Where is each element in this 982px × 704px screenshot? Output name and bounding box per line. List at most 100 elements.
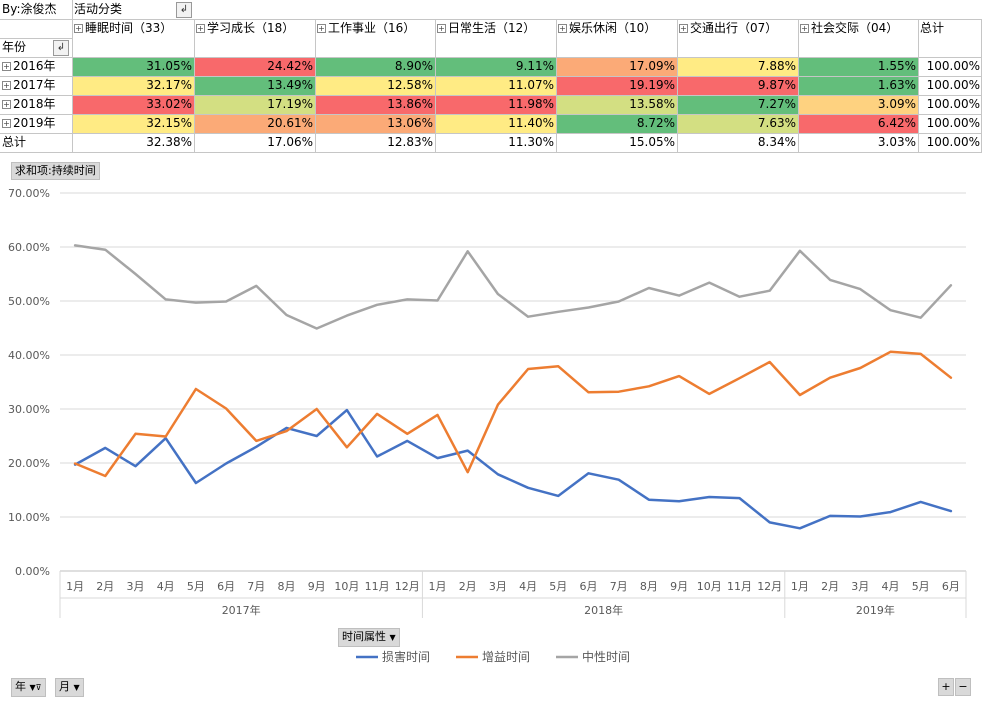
data-cell[interactable]: 11.07% xyxy=(435,76,556,95)
expand-icon[interactable]: + xyxy=(2,100,11,109)
row-header[interactable]: +2019年 xyxy=(0,114,72,133)
expand-icon[interactable]: + xyxy=(74,24,83,33)
row-header[interactable]: +2018年 xyxy=(0,95,72,114)
data-cell[interactable]: 11.40% xyxy=(435,114,556,133)
data-cell[interactable]: 6.42% xyxy=(798,114,918,133)
row-header-label: 2019年 xyxy=(13,116,56,130)
plus-icon: + xyxy=(941,680,950,693)
minus-icon: − xyxy=(958,680,967,693)
row-header[interactable]: +2016年 xyxy=(0,57,72,76)
year-field-button[interactable]: 年 ▼⊽ xyxy=(11,678,46,697)
data-cell[interactable]: 13.58% xyxy=(556,95,677,114)
column-header[interactable]: + 娱乐休闲（10） xyxy=(556,19,677,57)
data-cell[interactable]: 11.98% xyxy=(435,95,556,114)
data-cell[interactable]: 1.63% xyxy=(798,76,918,95)
grid-line xyxy=(72,19,73,152)
row-total-cell[interactable]: 100.00% xyxy=(918,76,982,95)
column-header-label: 社会交际（04） xyxy=(811,21,898,35)
column-header-label: 工作事业（16） xyxy=(328,21,415,35)
x-tick-label: 7月 xyxy=(247,580,265,593)
x-tick-label: 12月 xyxy=(757,580,782,593)
x-tick-label: 12月 xyxy=(395,580,420,593)
data-cell[interactable]: 32.15% xyxy=(72,114,194,133)
grid-line xyxy=(556,19,557,152)
row-field-filter-button[interactable]: ↲ xyxy=(53,40,69,56)
data-cell[interactable]: 7.27% xyxy=(677,95,798,114)
row-header[interactable]: +2017年 xyxy=(0,76,72,95)
data-cell[interactable]: 24.42% xyxy=(194,57,315,76)
series-line xyxy=(75,410,951,528)
x-group-label: 2019年 xyxy=(856,603,895,617)
row-total-cell[interactable]: 100.00% xyxy=(918,95,982,114)
data-cell[interactable]: 33.02% xyxy=(72,95,194,114)
y-tick-label: 40.00% xyxy=(8,349,50,362)
x-tick-label: 3月 xyxy=(851,580,869,593)
y-tick-label: 60.00% xyxy=(8,241,50,254)
data-cell[interactable]: 19.19% xyxy=(556,76,677,95)
grand-total-cell[interactable]: 100.00% xyxy=(918,133,982,152)
y-tick-label: 30.00% xyxy=(8,403,50,416)
expand-icon[interactable]: + xyxy=(558,24,567,33)
x-tick-label: 7月 xyxy=(610,580,628,593)
column-header[interactable]: + 睡眠时间（33） xyxy=(72,19,194,57)
x-tick-label: 11月 xyxy=(727,580,752,593)
x-tick-label: 8月 xyxy=(640,580,658,593)
expand-icon[interactable]: + xyxy=(2,81,11,90)
data-cell[interactable]: 7.63% xyxy=(677,114,798,133)
expand-icon[interactable]: + xyxy=(317,24,326,33)
grand-total-cell[interactable]: 17.06% xyxy=(194,133,315,152)
pivot-chart[interactable]: 求和项:持续时间 0.00% 10.00% 20.00% 30.00% 40.00% 50… xyxy=(0,156,982,704)
data-cell[interactable]: 9.11% xyxy=(435,57,556,76)
grid-line xyxy=(0,57,982,58)
grand-total-cell[interactable]: 32.38% xyxy=(72,133,194,152)
data-cell[interactable]: 13.86% xyxy=(315,95,435,114)
data-cell[interactable]: 17.19% xyxy=(194,95,315,114)
data-cell[interactable]: 3.09% xyxy=(798,95,918,114)
expand-field-button[interactable]: + xyxy=(938,678,954,696)
column-field-filter-button[interactable]: ↲ xyxy=(176,2,192,18)
dropdown-arrow-icon: ▼ xyxy=(74,683,80,692)
grand-total-cell[interactable]: 3.03% xyxy=(798,133,918,152)
column-header[interactable]: + 学习成长（18） xyxy=(194,19,315,57)
data-cell[interactable]: 13.49% xyxy=(194,76,315,95)
row-total-cell[interactable]: 100.00% xyxy=(918,57,982,76)
expand-icon[interactable]: + xyxy=(2,119,11,128)
x-tick-label: 2月 xyxy=(821,580,839,593)
data-cell[interactable]: 8.90% xyxy=(315,57,435,76)
grand-total-cell[interactable]: 12.83% xyxy=(315,133,435,152)
column-header[interactable]: + 工作事业（16） xyxy=(315,19,435,57)
legend-label: 增益时间 xyxy=(482,650,530,664)
x-tick-label: 4月 xyxy=(882,580,900,593)
x-tick-label: 4月 xyxy=(157,580,175,593)
data-cell[interactable]: 31.05% xyxy=(72,57,194,76)
month-field-button[interactable]: 月 ▼ xyxy=(55,678,84,697)
expand-icon[interactable]: + xyxy=(800,24,809,33)
x-tick-label: 9月 xyxy=(670,580,688,593)
grand-total-label: 总计 xyxy=(0,133,72,152)
expand-icon[interactable]: + xyxy=(679,24,688,33)
column-header[interactable]: + 日常生活（12） xyxy=(435,19,556,57)
data-cell[interactable]: 12.58% xyxy=(315,76,435,95)
grand-total-cell[interactable]: 11.30% xyxy=(435,133,556,152)
expand-icon[interactable]: + xyxy=(437,24,446,33)
data-cell[interactable]: 1.55% xyxy=(798,57,918,76)
data-cell[interactable]: 7.88% xyxy=(677,57,798,76)
collapse-field-button[interactable]: − xyxy=(955,678,971,696)
row-total-cell[interactable]: 100.00% xyxy=(918,114,982,133)
column-header[interactable]: + 社会交际（04） xyxy=(798,19,918,57)
data-cell[interactable]: 13.06% xyxy=(315,114,435,133)
expand-icon[interactable]: + xyxy=(196,24,205,33)
data-cell[interactable]: 20.61% xyxy=(194,114,315,133)
grand-total-cell[interactable]: 8.34% xyxy=(677,133,798,152)
column-header[interactable]: + 交通出行（07） xyxy=(677,19,798,57)
grand-total-cell[interactable]: 15.05% xyxy=(556,133,677,152)
expand-icon[interactable]: + xyxy=(2,62,11,71)
x-tick-label: 2月 xyxy=(96,580,114,593)
x-tick-label: 5月 xyxy=(912,580,930,593)
data-cell[interactable]: 9.87% xyxy=(677,76,798,95)
data-cell[interactable]: 17.09% xyxy=(556,57,677,76)
data-cell[interactable]: 32.17% xyxy=(72,76,194,95)
data-cell[interactable]: 8.72% xyxy=(556,114,677,133)
axis-field-button[interactable]: 时间属性 ▼ xyxy=(338,628,400,647)
x-tick-label: 1月 xyxy=(429,580,447,593)
